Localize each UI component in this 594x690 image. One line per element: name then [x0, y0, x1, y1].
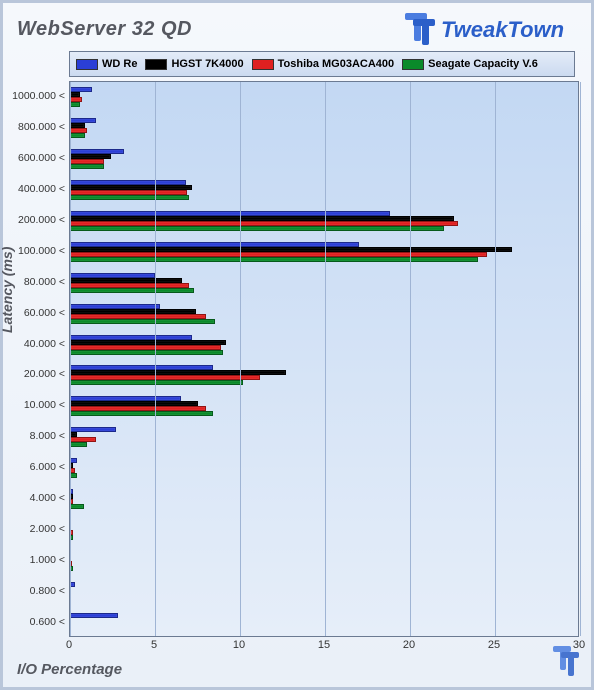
- y-tick-label: 1.000 <: [30, 554, 65, 566]
- gridline: [495, 82, 496, 636]
- y-tick-label: 80.000 <: [24, 276, 65, 288]
- logo-text: TweakTown: [441, 17, 564, 42]
- y-axis-ticks: 1000.000 < 800.000 < 600.000 < 400.000 < 200…: [11, 81, 67, 637]
- bar: [70, 442, 87, 447]
- x-tick-label: 10: [233, 639, 245, 651]
- tweaktown-logo: TweakTown: [399, 9, 579, 49]
- y-tick-label: 0.600 <: [30, 616, 65, 628]
- legend-item-seag: Seagate Capacity V.6: [402, 58, 538, 70]
- legend-swatch: [402, 59, 424, 70]
- bar: [70, 257, 478, 262]
- y-axis-label: Latency (ms): [0, 247, 15, 333]
- y-tick-label: 1000.000 <: [12, 90, 65, 102]
- bar: [70, 350, 223, 355]
- y-tick-label: 8.000 <: [30, 430, 65, 442]
- y-tick-label: 200.000 <: [18, 214, 65, 226]
- gridline: [325, 82, 326, 636]
- y-tick-label: 400.000 <: [18, 183, 65, 195]
- y-tick-label: 40.000 <: [24, 338, 65, 350]
- legend-label: Seagate Capacity V.6: [428, 58, 538, 70]
- legend-item-wd: WD Re: [76, 58, 137, 70]
- x-axis-label: I/O Percentage: [17, 661, 122, 678]
- legend-swatch: [252, 59, 274, 70]
- bar: [70, 288, 194, 293]
- y-tick-label: 20.000 <: [24, 368, 65, 380]
- gridline: [240, 82, 241, 636]
- bar: [70, 319, 215, 324]
- gridline: [580, 82, 581, 636]
- legend-item-tosh: Toshiba MG03ACA400: [252, 58, 395, 70]
- plot-area: [69, 81, 579, 637]
- corner-logo-icon: [551, 644, 585, 683]
- legend-label: WD Re: [102, 58, 137, 70]
- bars-layer: [70, 82, 578, 636]
- bar: [70, 133, 85, 138]
- bar: [70, 380, 243, 385]
- y-tick-label: 4.000 <: [30, 492, 65, 504]
- bar: [70, 427, 116, 432]
- y-tick-label: 60.000 <: [24, 307, 65, 319]
- y-tick-label: 10.000 <: [24, 399, 65, 411]
- bar: [70, 164, 104, 169]
- y-tick-label: 800.000 <: [18, 121, 65, 133]
- logo-tt-icon: [405, 13, 435, 45]
- y-tick-label: 0.800 <: [30, 585, 65, 597]
- bar: [70, 226, 444, 231]
- chart-frame: WebServer 32 QD TweakTown WD Re HGST 7K4…: [0, 0, 594, 690]
- x-tick-label: 15: [318, 639, 330, 651]
- y-tick-label: 600.000 <: [18, 152, 65, 164]
- legend-label: HGST 7K4000: [171, 58, 243, 70]
- gridline: [410, 82, 411, 636]
- x-tick-label: 20: [403, 639, 415, 651]
- bar: [70, 411, 213, 416]
- y-tick-label: 6.000 <: [30, 461, 65, 473]
- x-axis-ticks: 051015202530: [69, 639, 579, 655]
- legend-swatch: [76, 59, 98, 70]
- bar: [70, 195, 189, 200]
- legend-item-hgst: HGST 7K4000: [145, 58, 243, 70]
- bar: [70, 504, 84, 509]
- bar: [70, 102, 80, 107]
- bar: [70, 613, 118, 618]
- gridline: [155, 82, 156, 636]
- chart-legend: WD Re HGST 7K4000 Toshiba MG03ACA400 Sea…: [69, 51, 575, 77]
- x-tick-label: 0: [66, 639, 72, 651]
- x-tick-label: 25: [488, 639, 500, 651]
- legend-label: Toshiba MG03ACA400: [278, 58, 395, 70]
- gridline: [70, 82, 71, 636]
- x-tick-label: 5: [151, 639, 157, 651]
- y-tick-label: 2.000 <: [30, 523, 65, 535]
- y-tick-label: 100.000 <: [18, 245, 65, 257]
- chart-header: WebServer 32 QD TweakTown: [3, 3, 591, 49]
- bar: [70, 473, 77, 478]
- chart-title: WebServer 32 QD: [17, 18, 192, 41]
- legend-swatch: [145, 59, 167, 70]
